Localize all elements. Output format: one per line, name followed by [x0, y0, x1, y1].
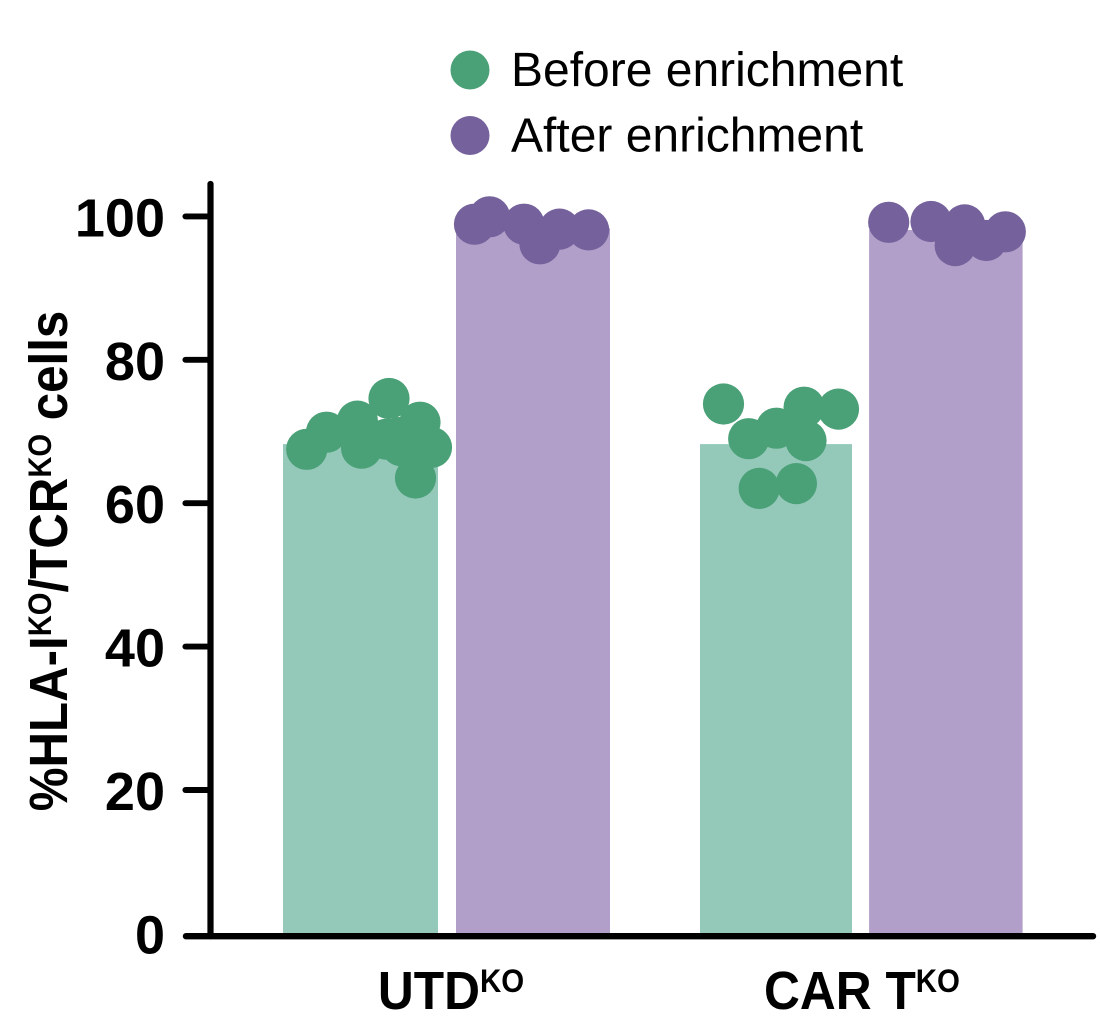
svg-text:Before enrichment: Before enrichment [511, 44, 903, 97]
svg-text:After enrichment: After enrichment [511, 110, 863, 163]
svg-text:%HLA-IKO/TCRKO cells: %HLA-IKO/TCRKO cells [18, 311, 79, 812]
svg-text:100: 100 [75, 188, 165, 248]
svg-text:20: 20 [105, 762, 165, 822]
svg-text:0: 0 [135, 905, 165, 965]
svg-text:80: 80 [105, 332, 165, 392]
svg-text:60: 60 [105, 475, 165, 535]
svg-text:40: 40 [105, 619, 165, 679]
